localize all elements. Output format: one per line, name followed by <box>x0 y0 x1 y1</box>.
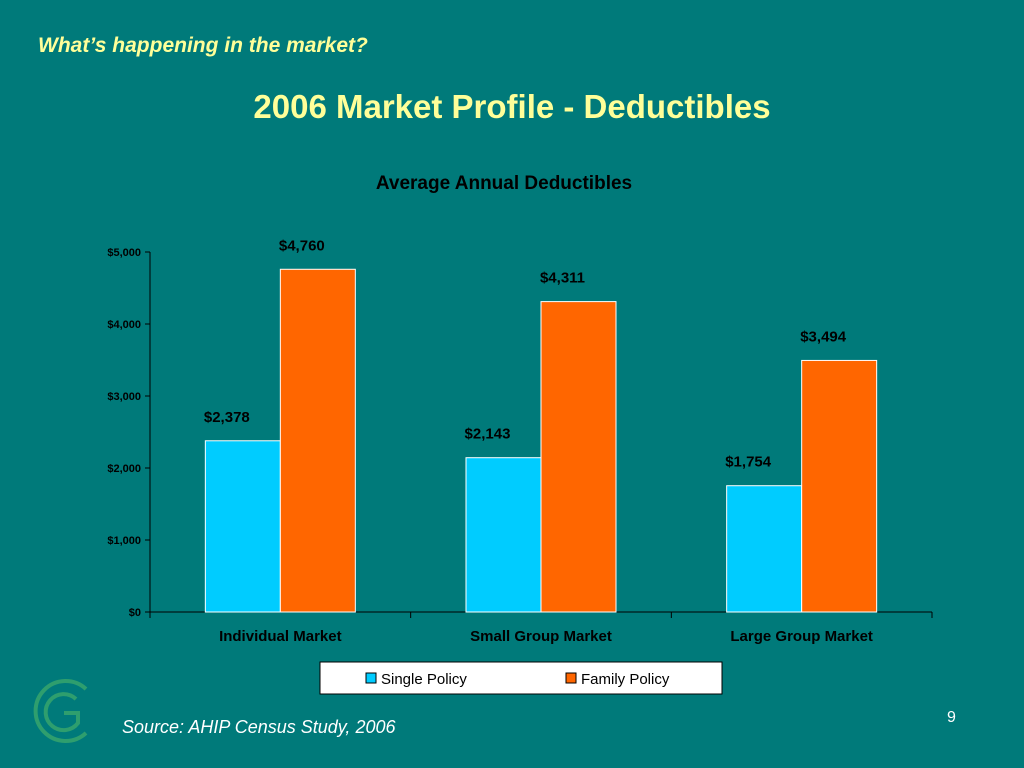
bar-value-label: $4,760 <box>279 237 325 254</box>
y-tick-label: $1,000 <box>107 535 141 547</box>
legend-label: Single Policy <box>381 671 467 688</box>
chart-title: Average Annual Deductibles <box>376 173 632 194</box>
legend-swatch-single <box>365 672 377 684</box>
y-tick-label: $0 <box>129 607 141 619</box>
g-logo-icon <box>33 679 88 743</box>
y-tick-label: $5,000 <box>107 247 141 259</box>
bar-value-label: $4,311 <box>540 270 585 287</box>
bar-value-label: $3,494 <box>800 328 847 345</box>
slide-subtitle: What’s happening in the market? <box>38 34 368 57</box>
y-tick-label: $2,000 <box>107 463 141 475</box>
single-policy-bar <box>204 440 281 613</box>
slide-title: 2006 Market Profile - Deductibles <box>253 88 771 125</box>
y-tick-label: $4,000 <box>107 319 141 331</box>
page-number: 9 <box>947 709 956 726</box>
chart-axes: $0 $1,000 $2,000 $3,000 $4,000 $5,000 Individu… <box>107 247 933 645</box>
legend-box <box>319 661 723 695</box>
x-category-label: Small Group Market <box>470 628 612 645</box>
bar-value-label: $1,754 <box>725 454 772 471</box>
y-tick-label: $3,000 <box>107 391 141 403</box>
bar-value-label: $2,378 <box>204 409 250 426</box>
x-category-label: Large Group Market <box>730 628 873 645</box>
chart-legend: Single Policy Family Policy <box>319 661 723 695</box>
chart-bars: $2,378 $4,760 $2,143 $4,311 $1,754 $3,494 <box>204 237 878 613</box>
family-policy-bar <box>279 268 356 613</box>
x-category-label: Individual Market <box>219 628 342 645</box>
single-policy-bar <box>465 457 542 613</box>
legend-swatch-family <box>565 672 577 684</box>
legend-label: Family Policy <box>581 671 670 688</box>
bar-value-label: $2,143 <box>465 426 511 443</box>
source-note: Source: AHIP Census Study, 2006 <box>122 717 396 737</box>
family-policy-bar <box>801 359 878 613</box>
family-policy-bar <box>540 301 617 613</box>
single-policy-bar <box>726 485 803 613</box>
